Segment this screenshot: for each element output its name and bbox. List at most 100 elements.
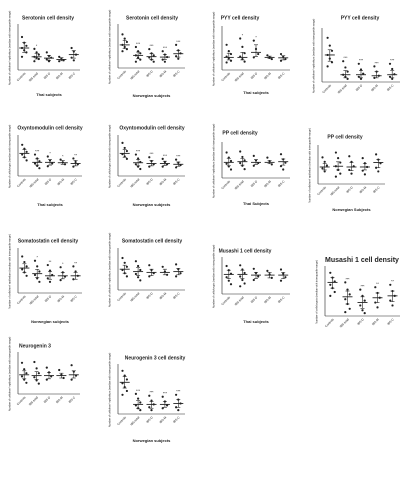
data-point [279, 268, 283, 271]
significance: ** [49, 260, 52, 264]
data-point [148, 406, 151, 409]
data-point [243, 60, 246, 63]
x-tick-label: IBS-M [263, 295, 272, 304]
x-tick-label: IBS-M [263, 71, 272, 80]
data-point [59, 279, 62, 282]
x-tick-label: IBS-total [234, 179, 245, 190]
data-point [229, 168, 233, 171]
data-point [348, 307, 351, 310]
data-point [388, 62, 392, 65]
x-tick-label: IBS-total [337, 83, 348, 94]
significance: *** [136, 42, 141, 46]
panel: PP cell density Number of cells/mm² epith… [308, 128, 385, 212]
data-point [123, 261, 126, 264]
data-point [51, 162, 54, 165]
x-tick-label: Controls [220, 295, 231, 306]
data-point [70, 364, 73, 367]
panel: Somatostatin cell density Number of cells… [108, 233, 185, 307]
data-point [72, 265, 75, 268]
significance: * [62, 262, 64, 266]
data-point [357, 62, 360, 65]
data-point [179, 272, 182, 275]
x-tick-label: IBS-D [44, 294, 53, 303]
data-point [161, 50, 164, 53]
data-point [33, 60, 36, 63]
panel: Serotonin cell density Number of cells/mm… [108, 10, 185, 98]
data-point [361, 157, 364, 160]
data-point [376, 306, 379, 309]
data-point [121, 50, 124, 53]
panel-title: Somatostatin cell density [122, 238, 183, 244]
panel: PYY cell density Number of cells/mm² epit… [212, 12, 290, 95]
data-point [121, 256, 124, 260]
data-point [33, 273, 37, 277]
x-tick-label: IBS-C [372, 185, 381, 194]
data-point [266, 269, 269, 272]
data-point [344, 311, 347, 314]
panel: Oxyntomodulin cell density Number of cell… [108, 125, 185, 207]
data-point [362, 72, 365, 75]
data-point [70, 46, 73, 50]
data-point [125, 157, 128, 160]
y-axis-label: Number of cells/crypts (median with inte… [212, 245, 216, 309]
data-point [20, 361, 24, 364]
data-point [47, 60, 51, 63]
x-tick-label: Controls [321, 83, 332, 94]
data-point [38, 280, 41, 283]
data-point [58, 368, 61, 372]
data-point [282, 168, 285, 171]
data-point [175, 263, 178, 266]
y-axis-label: Number of cells/mm² epithelium (median w… [8, 337, 12, 412]
x-tick-label: Controls [16, 395, 27, 406]
x-tick-label: IBS-C [172, 69, 181, 78]
data-point [45, 366, 48, 369]
data-point [344, 281, 347, 284]
data-point [388, 75, 392, 78]
data-point [21, 153, 24, 156]
significance: *** [360, 285, 365, 289]
x-tick-label: Controls [220, 71, 231, 82]
significance: *** [176, 40, 181, 44]
data-point [329, 271, 332, 274]
data-point [344, 66, 347, 69]
data-point [37, 53, 40, 56]
data-point [377, 170, 380, 173]
data-point [150, 409, 153, 412]
data-point [70, 378, 73, 381]
data-point [36, 265, 39, 268]
panel-title: PYY cell density [341, 15, 380, 21]
significance: *** [149, 44, 154, 48]
panel-title: Musashi 1 cell density [325, 257, 399, 264]
data-point [225, 276, 228, 279]
data-point [229, 159, 233, 163]
data-point [148, 394, 151, 397]
x-tick-label: IBS-total [28, 71, 39, 82]
data-point [20, 375, 24, 378]
significance: *** [163, 392, 168, 396]
data-point [175, 406, 178, 409]
data-point [134, 260, 137, 263]
data-point [121, 33, 124, 36]
x-tick-label: IBS-M [158, 177, 167, 186]
significance: *** [149, 391, 154, 395]
significance: * [37, 256, 39, 260]
panel-title: PP cell density [327, 134, 362, 140]
panel: Neurogenin 3 Number of cells/mm² epitheli… [8, 337, 80, 412]
data-point [175, 158, 178, 161]
data-point [225, 162, 228, 165]
data-point [339, 172, 342, 175]
data-point [35, 367, 38, 370]
data-point [37, 372, 40, 375]
data-point [25, 274, 28, 277]
y-axis-label: Number of cells/crypts (median with inte… [8, 125, 12, 189]
data-point [37, 57, 40, 61]
data-point [33, 376, 36, 379]
data-point [161, 157, 164, 160]
x-tick-label: IBS-M [371, 317, 380, 326]
data-point [134, 163, 137, 166]
significance: *** [163, 154, 168, 158]
panel-title: PYY cell density [221, 15, 260, 21]
data-point [227, 50, 230, 53]
